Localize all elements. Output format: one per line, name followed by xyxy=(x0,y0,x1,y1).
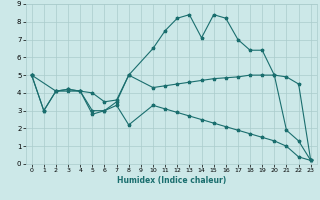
X-axis label: Humidex (Indice chaleur): Humidex (Indice chaleur) xyxy=(116,176,226,185)
